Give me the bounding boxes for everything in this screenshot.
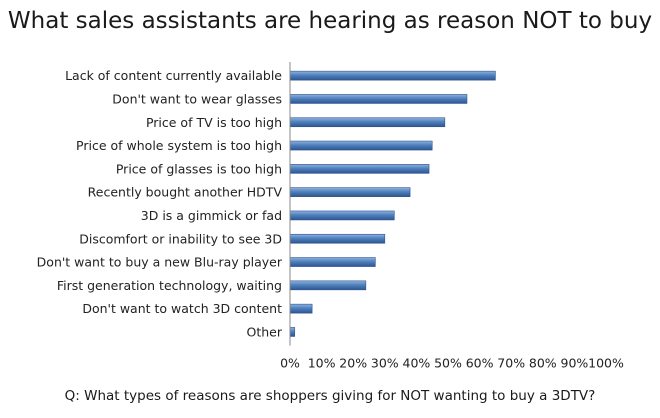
survey-question: Q: What types of reasons are shoppers gi… xyxy=(64,388,596,404)
bar xyxy=(289,140,433,151)
category-label: Don't want to buy a new Blu-ray player xyxy=(37,255,283,270)
chart-title: What sales assistants are hearing as rea… xyxy=(7,8,653,34)
category-label: Price of glasses is too high xyxy=(116,161,282,176)
x-tick-label: 90% xyxy=(561,356,589,371)
bar xyxy=(289,187,411,197)
bar xyxy=(289,117,446,128)
category-labels: Lack of content currently available Don't… xyxy=(37,68,283,339)
bar xyxy=(289,327,296,337)
bar xyxy=(289,94,468,104)
bar xyxy=(289,280,367,291)
bar xyxy=(289,303,313,314)
bar xyxy=(289,70,496,81)
bar xyxy=(289,257,376,267)
x-tick-label: 10% xyxy=(308,356,336,371)
category-label: 3D is a gimmick or fad xyxy=(141,208,282,223)
category-label: Price of whole system is too high xyxy=(76,138,282,153)
x-tick-label: 40% xyxy=(403,356,431,371)
x-tick-label: 50% xyxy=(434,356,462,371)
category-label: Recently bought another HDTV xyxy=(88,185,283,200)
bars-group xyxy=(289,70,496,337)
bar xyxy=(289,233,386,244)
x-tick-label: 60% xyxy=(466,356,494,371)
category-label: Price of TV is too high xyxy=(146,115,282,130)
x-tick-label: 20% xyxy=(339,356,367,371)
x-tick-label: 100% xyxy=(588,356,624,371)
category-label: Don't want to watch 3D content xyxy=(82,301,282,316)
category-label: Other xyxy=(247,324,283,339)
bar xyxy=(289,164,430,174)
x-tick-label: 30% xyxy=(371,356,399,371)
category-label: Discomfort or inability to see 3D xyxy=(79,231,282,246)
category-label: Lack of content currently available xyxy=(65,68,282,83)
bar xyxy=(289,210,395,221)
x-tick-label: 70% xyxy=(497,356,525,371)
category-label: First generation technology, waiting xyxy=(57,278,282,293)
x-tick-label: 0% xyxy=(280,356,300,371)
category-label: Don't want to wear glasses xyxy=(112,91,282,106)
x-tick-label: 80% xyxy=(529,356,557,371)
x-tick-labels: 0% 10% 20% 30% 40% 50% 60% 70% 80% 90% 100% xyxy=(280,356,624,371)
